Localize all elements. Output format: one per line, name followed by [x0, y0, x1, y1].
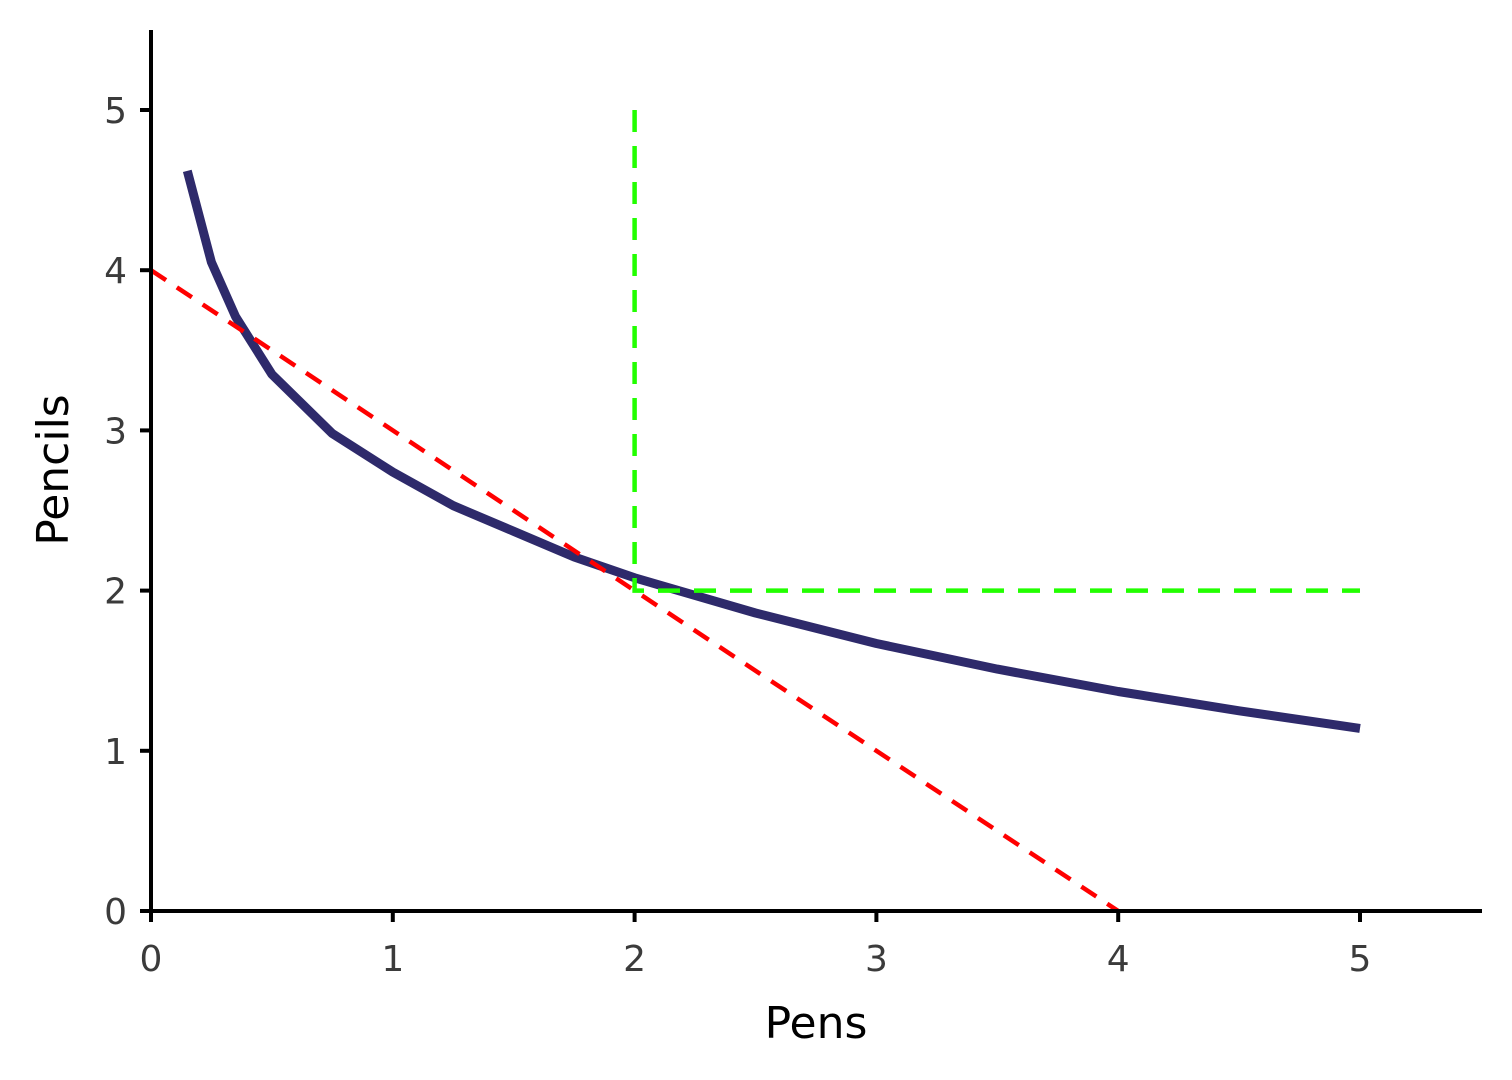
dashed-line-1 [149, 268, 1120, 913]
x-tick-label: 3 [865, 939, 888, 980]
y-tick-label: 2 [104, 572, 127, 613]
x-tick-label: 4 [1107, 939, 1130, 980]
y-tick-label: 5 [104, 91, 127, 132]
x-tick-label: 1 [381, 939, 404, 980]
dashed-line-2 [632, 110, 1360, 593]
x-tick-label: 5 [1349, 939, 1372, 980]
y-tick-label: 4 [104, 251, 127, 292]
x-tick-label: 2 [623, 939, 646, 980]
ticks: 0 1 2 3 4 5 0 1 2 3 4 5 [104, 91, 1371, 980]
y-axis-title: Pencils [28, 394, 79, 546]
y-tick-label: 3 [104, 411, 127, 452]
x-axis-title: Pens [765, 998, 868, 1049]
y-tick-label: 0 [104, 892, 127, 933]
y-tick-label: 1 [104, 732, 127, 773]
curve-line [182, 169, 1361, 733]
plot-area [149, 110, 1361, 913]
x-tick-label: 0 [140, 939, 163, 980]
